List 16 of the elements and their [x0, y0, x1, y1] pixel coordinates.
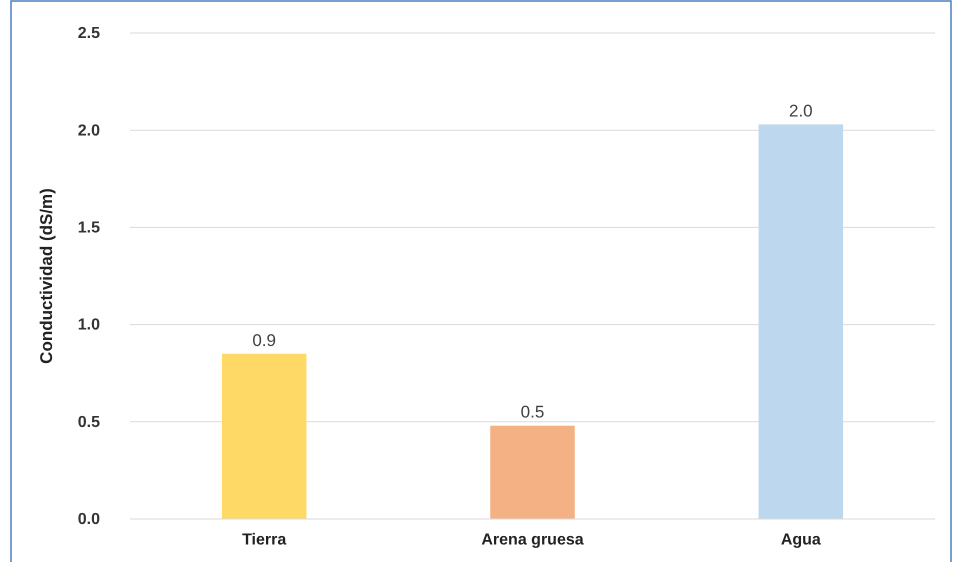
- bar: [222, 354, 306, 519]
- data-label: 2.0: [789, 101, 813, 120]
- y-tick-label: 0.0: [78, 511, 100, 528]
- y-tick-label: 2.0: [78, 122, 100, 140]
- y-tick-label: 2.5: [78, 25, 100, 42]
- x-tick-label: Agua: [780, 531, 821, 548]
- y-axis-title: Conductividad (dS/m): [37, 188, 56, 364]
- bar: [758, 124, 844, 519]
- x-tick-label: Arena gruesa: [481, 531, 584, 548]
- y-tick-label: 1.5: [78, 220, 100, 237]
- data-label: 0.9: [252, 330, 276, 350]
- x-tick-label: Tierra: [242, 531, 286, 548]
- bar: [490, 426, 575, 519]
- y-tick-label: 1.0: [78, 316, 100, 334]
- data-label: 0.5: [520, 402, 544, 422]
- y-tick-label: 0.5: [78, 414, 100, 431]
